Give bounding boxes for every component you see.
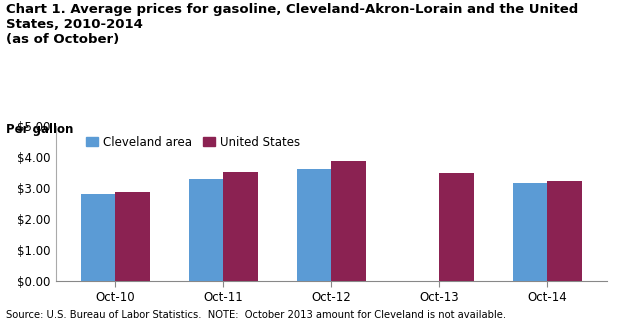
Text: Chart 1. Average prices for gasoline, Cleveland-Akron-Lorain and the United Stat: Chart 1. Average prices for gasoline, Cl… [6,3,578,46]
Bar [513,183,547,281]
Bar [189,179,223,281]
Bar [80,193,115,281]
Bar [547,181,582,281]
Bar [115,192,150,281]
Text: Source: U.S. Bureau of Labor Statistics.  NOTE:  October 2013 amount for Clevela: Source: U.S. Bureau of Labor Statistics.… [6,310,506,320]
Bar [297,169,331,281]
Bar [223,172,258,281]
Bar [331,161,366,281]
Legend: Cleveland area, United States: Cleveland area, United States [84,133,302,151]
Text: Per gallon: Per gallon [6,123,74,136]
Bar [439,173,474,281]
